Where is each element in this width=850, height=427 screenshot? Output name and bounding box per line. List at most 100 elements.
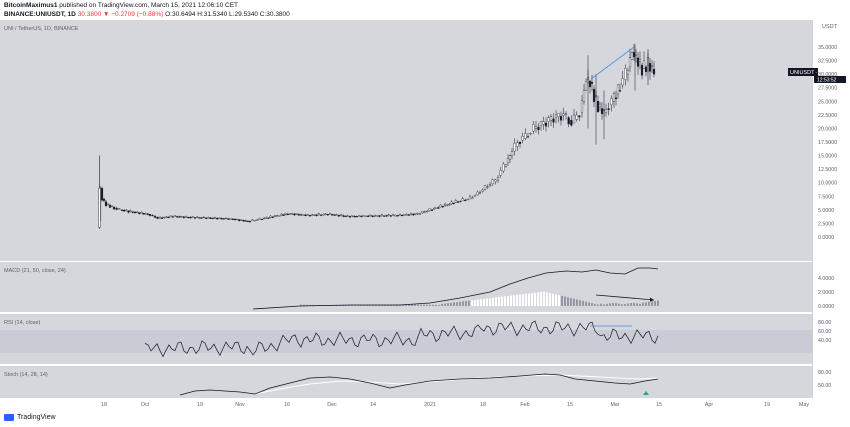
candle-body bbox=[426, 210, 429, 213]
candle-body bbox=[331, 214, 334, 216]
candle-body bbox=[557, 112, 560, 118]
candle-body bbox=[222, 218, 225, 220]
candle-body bbox=[443, 203, 447, 206]
macd-bar bbox=[579, 300, 581, 306]
candle-body bbox=[584, 81, 588, 91]
macd-bar bbox=[474, 299, 476, 306]
countdown-label: 12:53:52 bbox=[817, 78, 837, 84]
candle-body bbox=[342, 215, 345, 217]
candle-body bbox=[575, 114, 578, 120]
macd-bar bbox=[630, 303, 632, 306]
macd-axis[interactable]: 4.0000 2.0000 0.0000 bbox=[818, 276, 834, 310]
price-axis-tick-label: 17.5000 bbox=[818, 140, 837, 146]
macd-bar bbox=[561, 295, 563, 306]
candle-body bbox=[246, 220, 249, 222]
macd-bar bbox=[603, 304, 605, 306]
candle-body bbox=[300, 214, 303, 216]
macd-bar bbox=[336, 305, 338, 306]
candle-body bbox=[304, 214, 307, 217]
candle-body bbox=[248, 221, 252, 223]
rsi-axis-tick-label: 40.00 bbox=[818, 338, 831, 344]
candle-body bbox=[115, 207, 118, 210]
candle-body bbox=[559, 116, 563, 121]
candle-body bbox=[286, 213, 289, 216]
candle-body bbox=[537, 126, 540, 131]
candle-body bbox=[464, 199, 467, 202]
macd-bar bbox=[303, 304, 305, 306]
candle-body bbox=[185, 216, 188, 218]
time-axis-tick-label: May bbox=[799, 402, 809, 408]
macd-bar bbox=[645, 302, 647, 306]
candle-body bbox=[207, 217, 210, 219]
macd-axis-tick-label: 2.0000 bbox=[818, 290, 834, 296]
stoch-pane-bg bbox=[0, 366, 812, 398]
macd-bar bbox=[537, 292, 539, 306]
macd-bar bbox=[600, 303, 602, 306]
candle-body bbox=[435, 207, 438, 209]
macd-bar bbox=[477, 299, 479, 306]
candle-body bbox=[636, 57, 640, 67]
macd-bar bbox=[585, 301, 587, 306]
macd-bar bbox=[510, 295, 512, 306]
candle-body bbox=[167, 216, 170, 219]
macd-bar bbox=[438, 304, 440, 306]
candle-body bbox=[326, 214, 329, 216]
author-name[interactable]: BitcoinMaximus1 bbox=[4, 2, 58, 9]
macd-pane-label: MACD (21, 50, close, 24) bbox=[4, 268, 66, 274]
macd-bar bbox=[501, 296, 503, 306]
candle-body bbox=[642, 60, 646, 69]
trend-line[interactable] bbox=[590, 46, 635, 80]
candle-body bbox=[373, 215, 377, 217]
macd-bar bbox=[402, 304, 404, 306]
time-axis[interactable]: 18 Oct 19 Nov 16 Dec 14 2021 18 Feb 15 Mar 15 Apr 19 Ma… bbox=[101, 402, 809, 408]
candle-body bbox=[216, 217, 219, 220]
macd-bar bbox=[618, 303, 620, 306]
candle-body bbox=[258, 218, 261, 220]
candle-body bbox=[610, 98, 613, 106]
candle-body bbox=[260, 218, 264, 221]
candle-body bbox=[297, 214, 300, 216]
candle-body bbox=[650, 65, 654, 67]
candle-body bbox=[634, 54, 638, 56]
candle-body bbox=[439, 204, 442, 208]
macd-bar bbox=[495, 297, 497, 306]
candle-body bbox=[628, 57, 632, 68]
candle-body bbox=[251, 219, 254, 221]
time-axis-tick-label: Apr bbox=[705, 402, 713, 408]
candle-body bbox=[466, 198, 469, 201]
candle-body bbox=[369, 214, 372, 217]
symbol-text: BINANCE:UNIUSDT, 1D bbox=[4, 11, 76, 18]
candle-body bbox=[529, 132, 532, 135]
footer-brand[interactable]: TradingView bbox=[17, 414, 56, 421]
candle-body bbox=[211, 217, 214, 219]
rsi-axis[interactable]: 80.00 60.00 40.00 bbox=[818, 320, 831, 344]
candle-body bbox=[131, 211, 134, 213]
rsi-band bbox=[0, 330, 812, 353]
macd-bar bbox=[549, 292, 551, 306]
price-axis-tick-label: 27.5000 bbox=[818, 86, 837, 92]
price-axis[interactable]: 35.0000 32.5000 30.0000 27.5000 25.0000 22.50… bbox=[818, 45, 837, 241]
candle-body bbox=[106, 203, 110, 206]
macd-bar bbox=[654, 300, 656, 306]
candle-body bbox=[450, 201, 453, 204]
stoch-axis[interactable]: 80.00 50.00 bbox=[818, 370, 831, 389]
macd-bar bbox=[345, 305, 347, 306]
macd-bar bbox=[519, 294, 521, 306]
stoch-axis-tick-label: 80.00 bbox=[818, 370, 831, 376]
macd-bar bbox=[576, 299, 578, 306]
candle-body bbox=[401, 214, 404, 217]
macd-bar bbox=[411, 304, 413, 306]
macd-divergence-arrow[interactable] bbox=[595, 294, 655, 301]
candle-body bbox=[456, 201, 460, 203]
macd-bar bbox=[480, 299, 482, 306]
change-text: 30.3800 ▼ −0.2709 (−0.88%) bbox=[77, 11, 164, 18]
candle-body bbox=[582, 89, 586, 102]
price-axis-tick-label: 20.0000 bbox=[818, 126, 837, 132]
candle-body bbox=[100, 187, 104, 201]
candle-body bbox=[624, 68, 627, 80]
candle-body bbox=[337, 214, 340, 217]
candle-body bbox=[138, 212, 141, 215]
candles bbox=[98, 43, 656, 229]
macd-bar bbox=[450, 302, 452, 306]
